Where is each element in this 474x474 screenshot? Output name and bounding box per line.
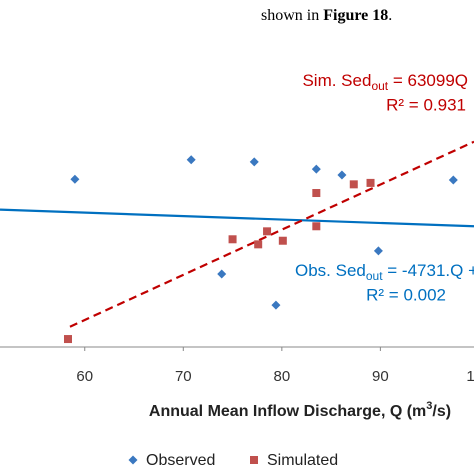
equation-sub: out <box>366 269 383 283</box>
x-label-sup: 3 <box>426 400 432 412</box>
equation-sub: out <box>371 79 388 93</box>
x-label-text: Annual Mean Inflow Discharge, Q (m <box>149 403 426 420</box>
point <box>337 170 347 180</box>
x-tick-label: 80 <box>273 368 290 385</box>
point <box>366 178 375 187</box>
point <box>271 300 281 310</box>
equation-text: Obs. Sed <box>295 261 366 280</box>
legend-label: Observed <box>146 452 215 469</box>
point <box>311 164 321 174</box>
point <box>448 175 458 185</box>
x-tick-label: 60 <box>76 368 93 385</box>
point <box>70 174 80 184</box>
point <box>263 227 272 236</box>
caption-end: . <box>388 7 392 24</box>
point <box>249 157 259 167</box>
caption-text: shown in <box>261 7 323 24</box>
legend-marker <box>128 455 138 465</box>
point <box>373 246 383 256</box>
equation: Obs. Sedout = -4731.Q + <box>295 261 474 283</box>
r-squared: R² = 0.002 <box>366 285 446 304</box>
legend-label: Simulated <box>267 452 338 469</box>
equation-end: = 63099Q <box>388 71 468 90</box>
caption: shown in Figure 18. <box>261 7 392 24</box>
equation: Sim. Sedout = 63099Q <box>302 71 468 93</box>
point <box>228 235 237 244</box>
x-label-end: /s) <box>432 403 451 420</box>
point <box>278 236 287 245</box>
x-tick-label: 70 <box>175 368 192 385</box>
x-tick-label: 100 <box>466 368 474 385</box>
point <box>312 222 321 231</box>
point <box>312 189 321 198</box>
point <box>217 269 227 279</box>
legend-marker <box>250 456 258 464</box>
point <box>349 180 358 189</box>
equation-end: = -4731.Q + <box>383 261 474 280</box>
trend-line <box>69 140 474 328</box>
x-tick-label: 90 <box>372 368 389 385</box>
x-axis-label: Annual Mean Inflow Discharge, Q (m3/s) <box>149 400 451 420</box>
point <box>254 240 263 249</box>
point <box>63 335 72 344</box>
trend-line <box>0 208 474 228</box>
caption-ref: Figure 18 <box>323 7 388 24</box>
r-squared: R² = 0.931 <box>386 95 466 114</box>
equation-text: Sim. Sed <box>302 71 371 90</box>
point <box>186 155 196 165</box>
